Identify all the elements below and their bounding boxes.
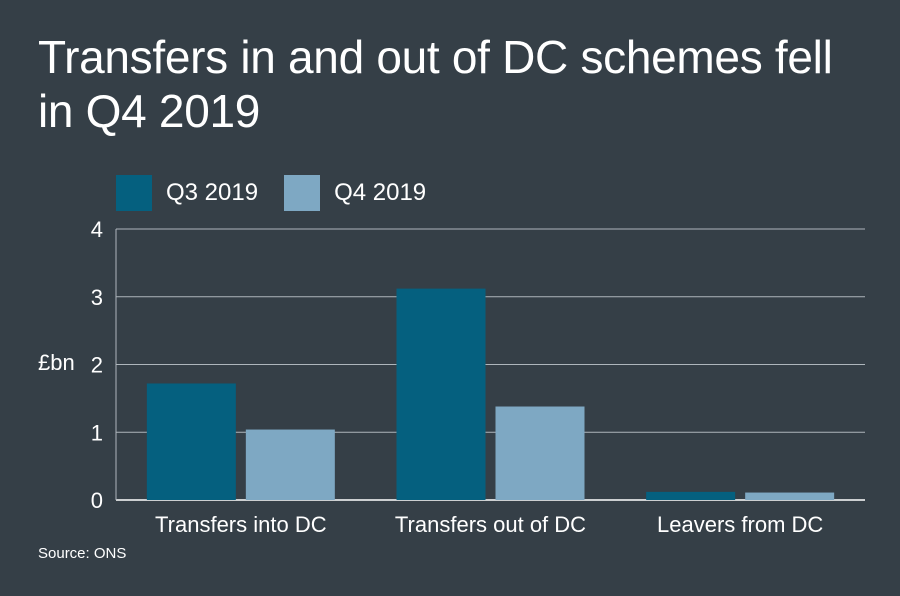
bar-q3-0 xyxy=(146,383,236,500)
chart-title: Transfers in and out of DC schemes fell … xyxy=(38,31,833,137)
bar-q4-2 xyxy=(745,492,835,500)
y-tick-label: 4 xyxy=(91,217,103,242)
legend: Q3 2019 Q4 2019 xyxy=(116,175,452,211)
x-tick-label: Transfers out of DC xyxy=(395,512,586,537)
y-tick-label: 0 xyxy=(91,488,103,513)
y-tick-label: 1 xyxy=(91,420,103,445)
y-tick-labels: 0 1 2 3 4 xyxy=(91,217,103,513)
bar-q4-1 xyxy=(495,406,585,500)
legend-label-q4: Q4 2019 xyxy=(334,179,427,206)
legend-item-q3: Q3 2019 xyxy=(116,175,258,211)
legend-swatch-q4 xyxy=(284,175,321,211)
x-tick-labels: Transfers into DC Transfers out of DC Leav… xyxy=(155,512,823,537)
bar-q3-1 xyxy=(396,288,486,500)
legend-swatch-q3 xyxy=(116,175,152,211)
legend-label-q3: Q3 2019 xyxy=(166,179,259,206)
source-note: Source: ONS xyxy=(38,545,127,562)
y-axis-unit-label: £bn xyxy=(38,350,75,375)
y-tick-label: 2 xyxy=(91,353,103,378)
x-tick-label: Leavers from DC xyxy=(657,512,823,537)
y-tick-label: 3 xyxy=(91,285,103,310)
gridlines xyxy=(115,228,865,501)
bars xyxy=(146,288,835,500)
legend-item-q4: Q4 2019 xyxy=(284,175,426,211)
x-tick-label: Transfers into DC xyxy=(155,512,327,537)
bar-q4-0 xyxy=(245,429,335,500)
bar-q3-2 xyxy=(646,491,736,500)
